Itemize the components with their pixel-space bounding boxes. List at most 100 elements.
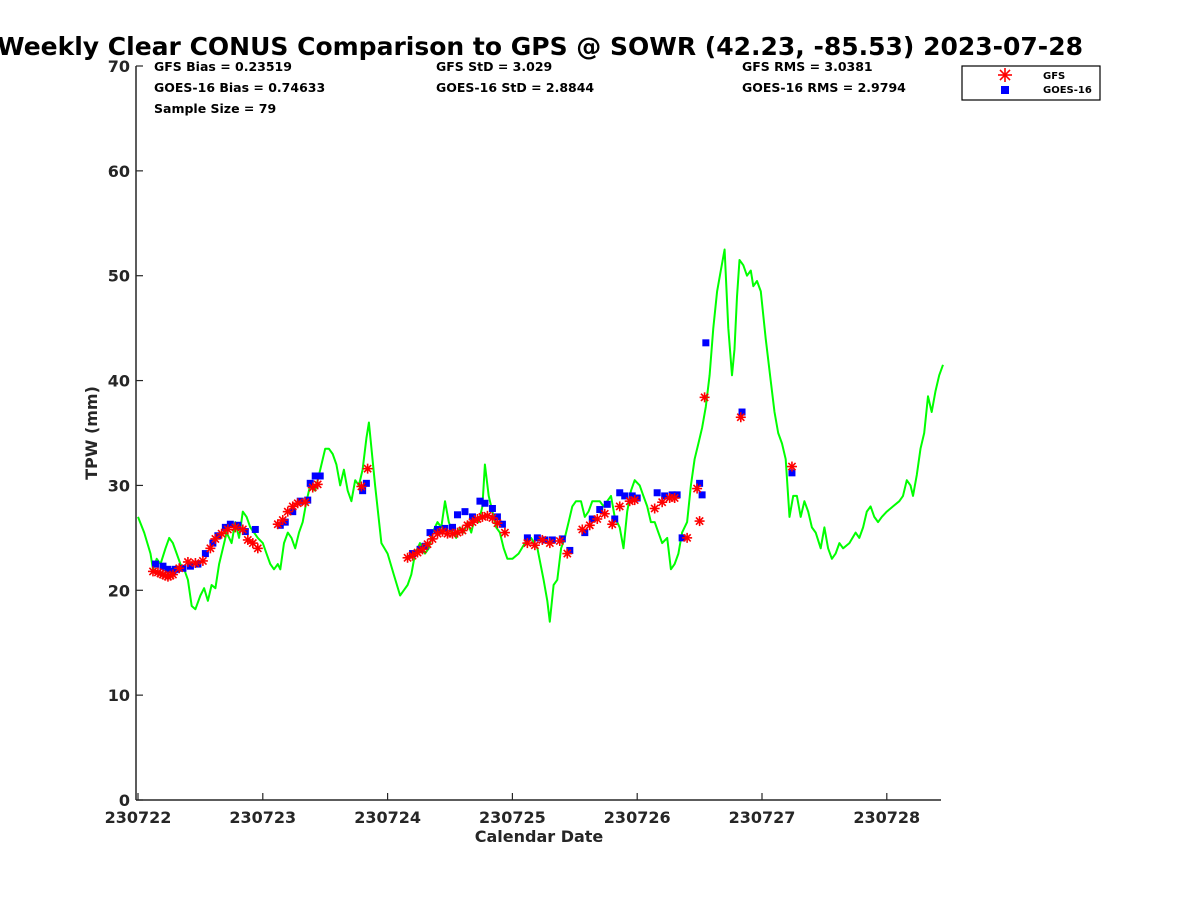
goes16-point: [151, 560, 159, 568]
goes16-point: [276, 521, 284, 529]
y-tick-label: 20: [108, 581, 130, 600]
goes16-point: [702, 339, 710, 347]
goes16-point: [171, 565, 179, 573]
gfs-point: [499, 527, 510, 538]
gfs-point: [167, 569, 178, 580]
y-tick-label: 70: [108, 57, 130, 76]
goes16-point: [498, 520, 506, 528]
y-tick-label: 50: [108, 267, 130, 286]
goes16-point: [523, 534, 531, 542]
goes16-point: [621, 492, 629, 500]
x-tick-label: 230728: [853, 808, 920, 827]
stat-gfs-bias: GFS Bias = 0.23519: [154, 59, 292, 74]
goes16-point: [661, 492, 669, 500]
gfs-point: [682, 532, 693, 543]
x-ticks: 230722 230723 230724 230725 230726 230727 2307…: [105, 793, 920, 827]
goes16-point: [698, 491, 706, 499]
x-tick-label: 230722: [105, 808, 172, 827]
gfs-point: [692, 483, 703, 494]
goes16-point: [738, 408, 746, 416]
legend-goes-marker: [1001, 86, 1009, 94]
gfs-point: [735, 412, 746, 423]
gfs-point: [222, 524, 233, 535]
goes16-point: [603, 500, 611, 508]
x-tick-label: 230723: [229, 808, 296, 827]
goes16-point: [251, 525, 259, 533]
y-ticks: 0 10 20 30 40 50 60 70: [108, 57, 143, 810]
gfs-point: [492, 518, 503, 529]
goes16-point: [362, 479, 370, 487]
goes16-point: [359, 487, 367, 495]
gfs-point: [544, 538, 555, 549]
gfs-point: [300, 497, 311, 508]
gfs-point: [657, 497, 668, 508]
gfs-point: [174, 563, 185, 574]
gfs-point: [649, 503, 660, 514]
gfs-point: [230, 522, 241, 533]
gfs-point: [522, 538, 533, 549]
goes16-point: [186, 562, 194, 570]
data-series: [137, 248, 944, 623]
gfs-point: [182, 556, 193, 567]
goes16-point: [653, 489, 661, 497]
goes16-point: [426, 529, 434, 537]
gfs-point: [529, 540, 540, 551]
goes16-point: [209, 539, 217, 547]
y-tick-label: 60: [108, 162, 130, 181]
gfs-point: [292, 498, 303, 509]
gfs-point: [312, 479, 323, 490]
chart-title: Weekly Clear CONUS Comparison to GPS @ S…: [0, 32, 1083, 61]
goes16-point: [194, 560, 202, 568]
goes16-point: [788, 469, 796, 477]
x-tick-label: 230726: [604, 808, 671, 827]
gfs-point: [362, 463, 373, 474]
gfs-point: [584, 520, 595, 531]
goes16-point: [306, 479, 314, 487]
legend-gfs-asterisk: [998, 68, 1012, 82]
goes16-point: [461, 508, 469, 516]
gfs-point: [694, 516, 705, 527]
gfs-point: [216, 528, 227, 539]
goes16-point: [164, 565, 172, 573]
gfs-point: [607, 519, 618, 530]
gfs-point: [237, 524, 248, 535]
y-axis-label: TPW (mm): [82, 386, 101, 480]
gfs-point: [197, 555, 208, 566]
y-tick-label: 30: [108, 476, 130, 495]
goes16-point: [226, 520, 234, 528]
stat-gfs-rms: GFS RMS = 3.0381: [742, 59, 873, 74]
legend: GFS GOES-16: [961, 65, 1101, 101]
stat-sample-size: Sample Size = 79: [154, 101, 276, 116]
goes16-point: [159, 562, 167, 570]
y-tick-label: 40: [108, 372, 130, 391]
goes16-point: [201, 550, 209, 558]
goes16-point: [311, 472, 319, 480]
legend-gfs-label: GFS: [1043, 71, 1065, 82]
y-tick-label: 10: [108, 686, 130, 705]
goes16-point: [628, 492, 636, 500]
legend-goes-label: GOES-16: [1043, 85, 1092, 96]
y-tick-label: 0: [119, 791, 130, 810]
goes16-point: [488, 504, 496, 512]
gfs-point: [614, 501, 625, 512]
legend-box: [961, 65, 1101, 101]
axes: [135, 66, 941, 801]
gfs-point: [629, 495, 640, 506]
goes16-point: [493, 513, 501, 521]
gfs-point: [252, 543, 263, 554]
goes16-point: [468, 513, 476, 521]
gfs-point: [786, 461, 797, 472]
stat-goes-std: GOES-16 StD = 2.8844: [436, 80, 594, 95]
gps-series-line: [137, 248, 944, 623]
gfs-point: [562, 548, 573, 559]
gfs-point: [277, 515, 288, 526]
goes16-point: [611, 515, 619, 523]
x-tick-label: 230724: [354, 808, 421, 827]
stats-annotations: GFS Bias = 0.23519 GFS StD = 3.029 GFS R…: [154, 59, 906, 116]
x-tick-label: 230727: [729, 808, 796, 827]
gfs-point: [592, 513, 603, 524]
gfs-point: [190, 558, 201, 569]
stat-goes-bias: GOES-16 Bias = 0.74633: [154, 80, 325, 95]
gfs-point: [205, 543, 216, 554]
